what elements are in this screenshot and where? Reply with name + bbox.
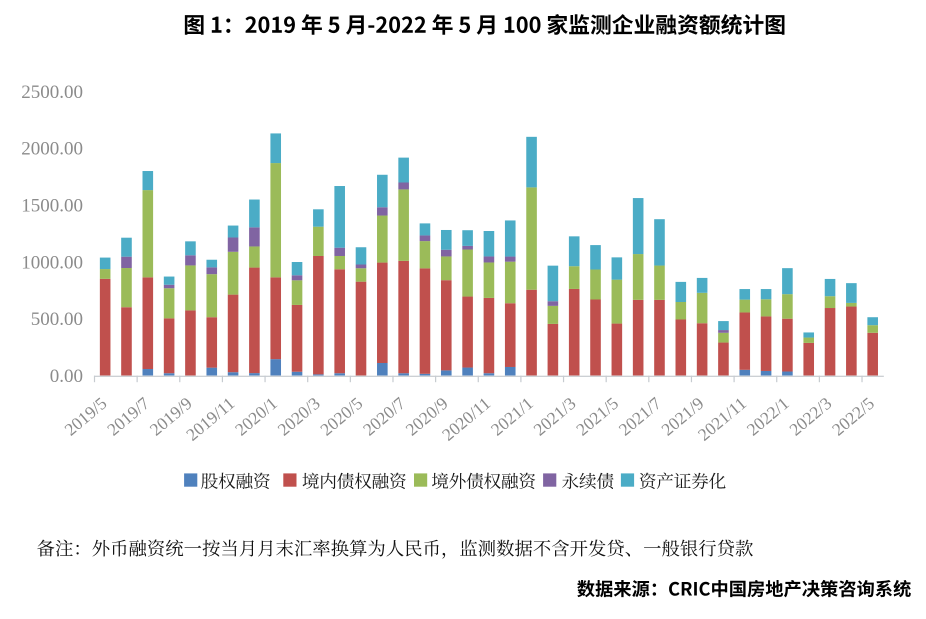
- svg-text:500.00: 500.00: [31, 309, 83, 330]
- svg-text:2000.00: 2000.00: [21, 139, 83, 160]
- svg-text:0.00: 0.00: [50, 366, 83, 387]
- svg-text:2500.00: 2500.00: [21, 82, 83, 103]
- svg-text:1000.00: 1000.00: [21, 252, 83, 273]
- svg-text:1500.00: 1500.00: [21, 196, 83, 217]
